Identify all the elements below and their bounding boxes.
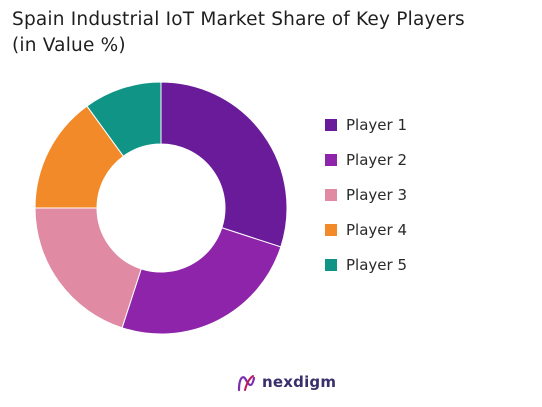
legend-swatch	[325, 224, 337, 236]
brand-name: nexdigm	[262, 373, 337, 391]
donut-slice-1	[160, 81, 288, 248]
legend-swatch	[325, 189, 337, 201]
chart-title: Spain Industrial IoT Market Share of Key…	[12, 7, 540, 59]
legend-label: Player 5	[346, 256, 407, 274]
legend-swatch	[325, 154, 337, 166]
legend-label: Player 2	[346, 151, 407, 169]
donut-slices	[34, 81, 288, 335]
nexdigm-logo-icon	[237, 375, 256, 392]
legend-label: Player 4	[346, 221, 407, 239]
donut-slice-5	[86, 81, 162, 157]
legend-swatch	[325, 119, 337, 131]
donut-slice-3	[34, 207, 142, 329]
legend-swatch	[325, 259, 337, 271]
legend-label: Player 1	[346, 116, 407, 134]
legend-label: Player 3	[346, 186, 407, 204]
donut-slice-2	[121, 227, 282, 335]
chart-title-text: Spain Industrial IoT Market Share of Key…	[12, 9, 465, 30]
chart-subtitle: (in Value %)	[12, 35, 126, 56]
